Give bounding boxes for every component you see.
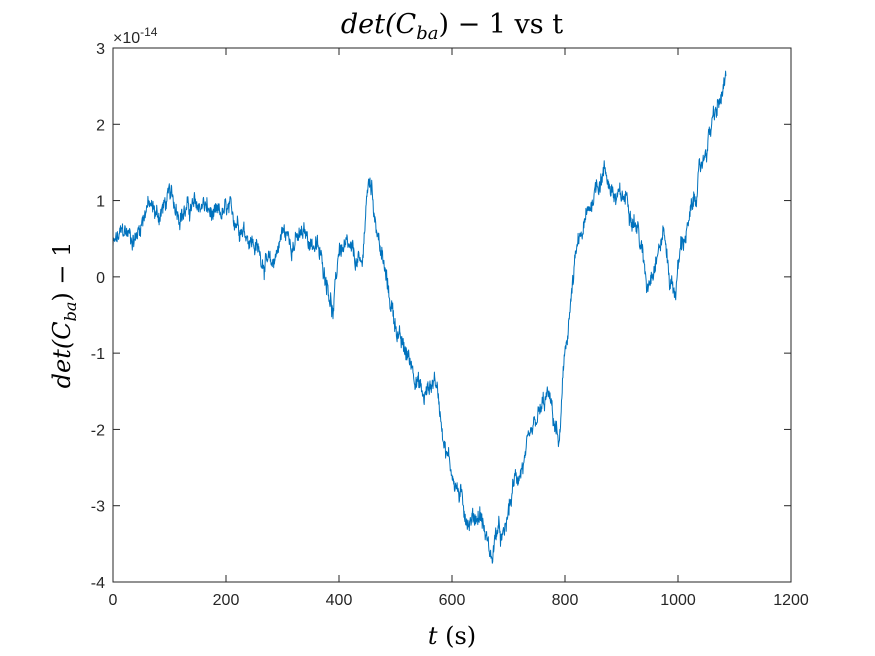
x-tick-label: 600 bbox=[439, 592, 466, 609]
y-tick-label: -1 bbox=[91, 346, 105, 363]
series-line bbox=[112, 70, 727, 564]
x-tick-label: 400 bbox=[326, 592, 353, 609]
y-tick-label: 3 bbox=[96, 41, 105, 58]
plot-area-background bbox=[113, 48, 791, 582]
y-tick-label: -4 bbox=[91, 575, 105, 592]
x-tick-label: 200 bbox=[213, 592, 240, 609]
y-tick-label: 1 bbox=[96, 194, 105, 211]
chart-title: det(Cba) − 1 vs t bbox=[341, 9, 563, 44]
y-tick-label: 2 bbox=[96, 117, 105, 134]
y-exponent-label: ×10-14 bbox=[113, 25, 158, 47]
x-tick-label: 0 bbox=[109, 592, 118, 609]
x-axis-label: t (s) bbox=[428, 622, 476, 650]
series-group bbox=[112, 70, 727, 564]
y-tick-label: 0 bbox=[96, 270, 105, 287]
y-tick-label: -3 bbox=[91, 499, 105, 516]
y-ticks: -4 -3 -2 -1 0 1 2 3 bbox=[91, 41, 791, 592]
x-tick-label: 1000 bbox=[660, 592, 696, 609]
x-ticks: 0 200 400 600 800 1000 1200 bbox=[109, 48, 809, 609]
x-tick-label: 1200 bbox=[773, 592, 809, 609]
y-tick-label: -2 bbox=[91, 422, 105, 439]
x-tick-label: 800 bbox=[552, 592, 579, 609]
y-axis-label: det(Cba) − 1 bbox=[48, 242, 80, 389]
